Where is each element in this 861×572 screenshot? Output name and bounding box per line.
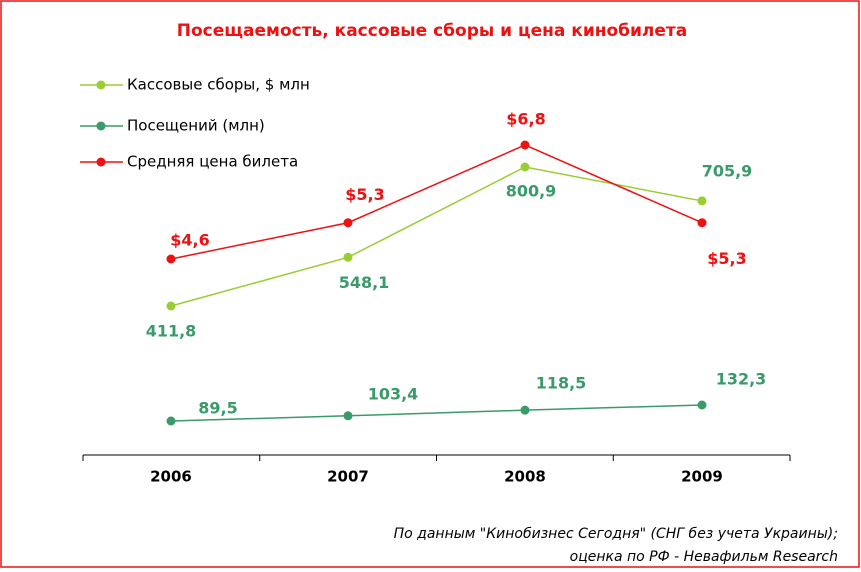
data-point (343, 411, 353, 421)
data-point (166, 301, 176, 311)
data-label: 705,9 (702, 161, 753, 180)
data-point (343, 252, 353, 262)
data-label: $6,8 (506, 110, 545, 129)
legend-marker (96, 157, 106, 167)
data-point (697, 400, 707, 410)
data-label: $5,3 (345, 185, 384, 204)
data-label: 548,1 (339, 273, 390, 292)
legend-label: Кассовые сборы, $ млн (127, 76, 310, 94)
data-label: 118,5 (536, 374, 587, 393)
data-point (520, 140, 530, 150)
series-line (170, 404, 703, 422)
data-label: 411,8 (146, 322, 197, 341)
x-tick-label: 2009 (681, 468, 723, 486)
series-line (170, 144, 703, 260)
legend-marker (96, 121, 106, 131)
data-label: 103,4 (368, 384, 419, 403)
data-label: $4,6 (170, 231, 209, 250)
data-point (166, 416, 176, 426)
data-point (697, 218, 707, 228)
data-point (166, 254, 176, 264)
x-tick-label: 2008 (504, 468, 546, 486)
x-tick-label: 2006 (150, 468, 192, 486)
footnote: По данным "Кинобизнес Сегодня" (СНГ без … (394, 526, 838, 542)
data-label: $5,3 (707, 249, 746, 268)
data-label: 800,9 (506, 182, 557, 201)
footnote: оценка по РФ - Невафильм Research (570, 549, 838, 565)
legend-marker (96, 80, 106, 90)
data-point (343, 218, 353, 228)
legend-label: Средняя цена билета (127, 153, 298, 171)
data-point (520, 162, 530, 172)
x-tick-label: 2007 (327, 468, 369, 486)
legend-label: Посещений (млн) (127, 117, 265, 135)
data-label: 89,5 (198, 399, 237, 418)
data-point (520, 405, 530, 415)
chart-title: Посещаемость, кассовые сборы и цена кино… (177, 21, 688, 41)
data-point (697, 196, 707, 206)
data-label: 132,3 (716, 370, 767, 389)
